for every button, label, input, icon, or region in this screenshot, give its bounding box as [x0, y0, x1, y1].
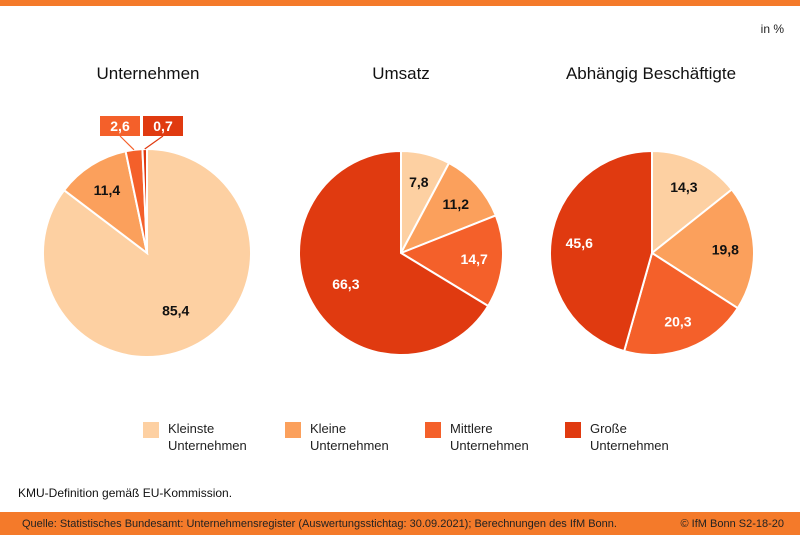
data-label-umsatz-kleinste: 7,8 — [409, 174, 429, 190]
data-label-leader-unternehmen-mittlere — [119, 135, 135, 151]
pie-slice-umsatz-mittlere — [398, 214, 504, 308]
footer-bar: Quelle: Statistisches Bundesamt: Unterne… — [0, 512, 800, 535]
pie-slice-beschaeftigte-grosse — [549, 149, 653, 353]
data-label-beschaeftigte-kleine: 19,8 — [712, 241, 739, 257]
data-label-unternehmen-grosse: 0,7 — [153, 118, 173, 134]
legend-label-grosse: Große Unternehmen — [590, 421, 669, 453]
legend-label-kleine: Kleine Unternehmen — [310, 421, 389, 453]
data-label-unternehmen-kleine: 11,4 — [94, 182, 121, 198]
legend-swatch-kleine — [285, 422, 301, 438]
chart-title-beschaeftigte: Abhängig Beschäftigte — [565, 64, 737, 83]
data-label-umsatz-kleine: 11,2 — [443, 196, 470, 212]
data-label-box-unternehmen-grosse — [143, 116, 183, 136]
pie-slice-unternehmen-kleine — [62, 150, 149, 256]
data-label-leader-unternehmen-grosse — [144, 135, 164, 150]
legend-item-kleine: Kleine Unternehmen — [285, 420, 389, 454]
data-label-umsatz-mittlere: 14,7 — [461, 251, 488, 267]
pie-slice-beschaeftigte-kleine — [650, 188, 755, 310]
source-text: Quelle: Statistisches Bundesamt: Unterne… — [22, 517, 617, 530]
data-label-unternehmen-kleinste: 85,4 — [162, 303, 189, 319]
legend-swatch-kleinste — [143, 422, 159, 438]
pie-slice-unternehmen-kleinste — [42, 147, 252, 358]
data-label-beschaeftigte-mittlere: 20,3 — [664, 314, 691, 330]
data-label-unternehmen-mittlere: 2,6 — [110, 118, 130, 134]
legend-swatch-grosse — [565, 422, 581, 438]
credit-text: © IfM Bonn S2-18-20 — [680, 517, 785, 530]
data-label-beschaeftigte-kleinste: 14,3 — [670, 179, 697, 195]
legend-item-grosse: Große Unternehmen — [565, 420, 669, 454]
data-label-umsatz-grosse: 66,3 — [332, 276, 359, 292]
unit-label: in % — [760, 22, 784, 36]
data-label-beschaeftigte-grosse: 45,6 — [566, 235, 593, 251]
chart-title-unternehmen: Unternehmen — [96, 64, 200, 83]
legend-item-mittlere: Mittlere Unternehmen — [425, 420, 529, 454]
pie-slice-unternehmen-grosse — [141, 147, 148, 254]
data-label-box-unternehmen-mittlere — [100, 116, 140, 136]
legend-item-kleinste: Kleinste Unternehmen — [143, 420, 247, 454]
footnote: KMU-Definition gemäß EU-Kommission. — [18, 486, 233, 500]
legend-swatch-mittlere — [425, 422, 441, 438]
legend-label-mittlere: Mittlere Unternehmen — [450, 421, 529, 453]
pie-slice-umsatz-grosse — [298, 149, 490, 356]
pie-slice-beschaeftigte-kleinste — [651, 149, 734, 256]
legend-label-kleinste: Kleinste Unternehmen — [168, 421, 247, 453]
pie-slice-umsatz-kleine — [398, 161, 498, 255]
pie-slice-beschaeftigte-mittlere — [622, 251, 740, 356]
chart-title-umsatz: Umsatz — [372, 64, 430, 83]
top-accent-bar — [0, 0, 800, 6]
